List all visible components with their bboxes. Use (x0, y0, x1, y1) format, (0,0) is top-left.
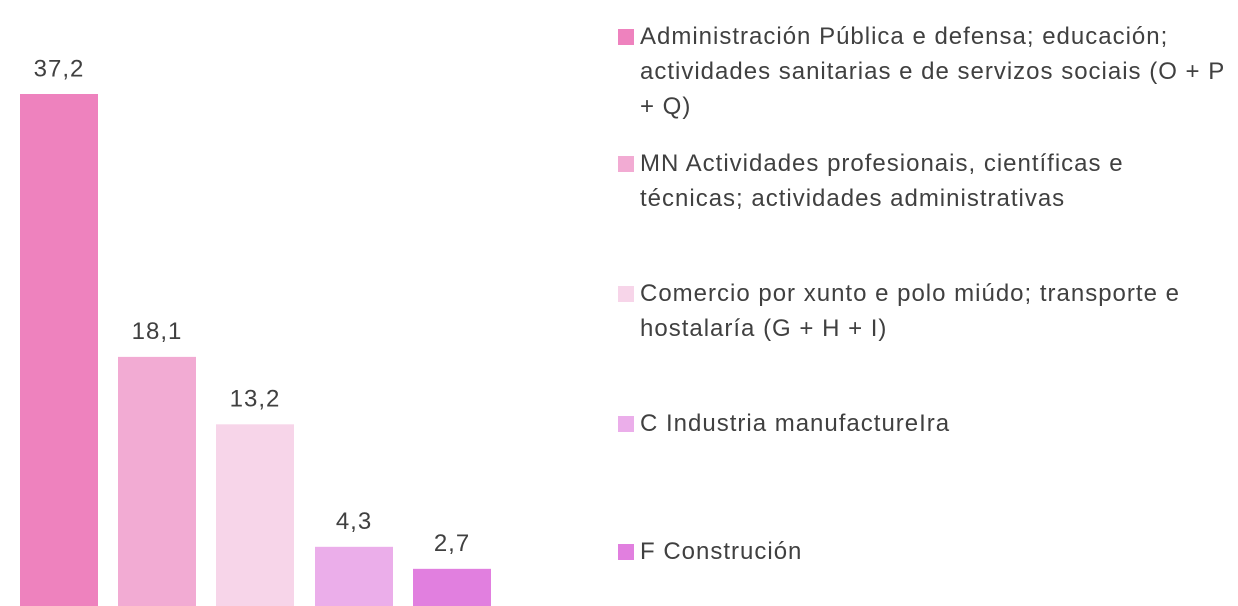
legend-label: Comercio por xunto e polo miúdo; transpo… (640, 280, 1180, 342)
legend-swatch (618, 416, 634, 432)
legend-swatch (618, 156, 634, 172)
bar (118, 356, 196, 606)
legend-swatch (618, 29, 634, 45)
legend-swatch (618, 544, 634, 560)
value-label: 13,2 (230, 386, 281, 413)
bar (413, 568, 491, 606)
value-label: 4,3 (336, 508, 372, 535)
value-label: 2,7 (434, 530, 470, 557)
legend-item: Administración Pública e defensa; educac… (618, 19, 1233, 124)
legend-item: C Industria manufactureIra (618, 406, 1233, 441)
value-label: 18,1 (132, 318, 183, 345)
legend-label: Administración Pública e defensa; educac… (640, 23, 1225, 120)
bar (315, 546, 393, 606)
legend-label: C Industria manufactureIra (640, 410, 951, 437)
legend-label: F Construción (640, 538, 803, 565)
legend-item: Comercio por xunto e polo miúdo; transpo… (618, 276, 1233, 346)
legend-item: MN Actividades profesionais, científicas… (618, 146, 1233, 216)
legend-label: MN Actividades profesionais, científicas… (640, 150, 1124, 212)
bar (216, 424, 294, 606)
legend-swatch (618, 286, 634, 302)
chart: 37,2 18,1 13,2 4,3 2,7 (20, 55, 491, 606)
value-label: 37,2 (34, 55, 85, 82)
legend-item: F Construción (618, 534, 1233, 569)
bar (20, 94, 98, 606)
